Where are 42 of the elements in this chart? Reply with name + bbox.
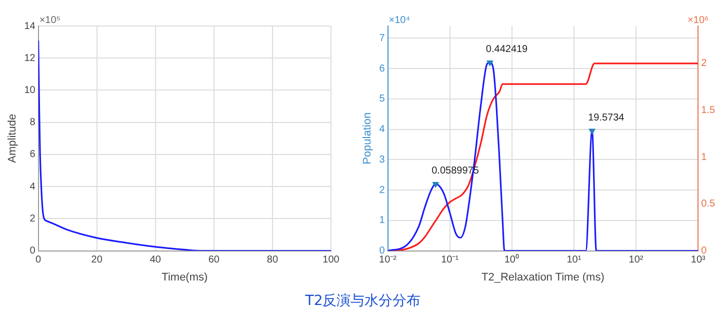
x-tick-label: 10⁰ xyxy=(504,254,520,266)
x-tick-label: 80 xyxy=(266,254,278,266)
y2-tick-label: 1.5 xyxy=(701,105,716,116)
y2-tick-label: 1 xyxy=(701,152,708,163)
x-axis-title: Time(ms) xyxy=(162,271,208,284)
y-tick-label: 6 xyxy=(30,149,36,160)
text: ×10⁶ xyxy=(688,14,709,26)
y-tick-label: 0 xyxy=(30,246,36,257)
x-tick-label: 100 xyxy=(322,254,340,266)
x-tick-label: 10² xyxy=(628,254,644,266)
x-tick-label: 40 xyxy=(150,254,162,266)
y2-tick-label: 2 xyxy=(701,58,708,70)
y-tick-label: 4 xyxy=(379,124,386,136)
annotation: 0.442419 xyxy=(486,44,528,56)
y-tick-label: 10 xyxy=(24,84,36,96)
y-tick-label: 4 xyxy=(30,181,36,192)
y-tick-label: 1 xyxy=(379,215,386,226)
x-tick-label: 10¹ xyxy=(566,254,582,266)
y-tick-label: 3 xyxy=(379,154,386,166)
y-tick-label: 7 xyxy=(379,32,386,44)
y2-tick-label: 0 xyxy=(701,246,708,257)
text: ×10⁵ xyxy=(39,14,60,26)
y-tick-label: 12 xyxy=(24,52,36,64)
y-tick-label: 0 xyxy=(379,246,386,257)
x-tick-label: 10⁻² xyxy=(379,254,398,266)
x-axis-title: T2_Relaxation Time (ms) xyxy=(481,271,604,284)
x-tick-label: 20 xyxy=(91,254,103,266)
x-tick-label: 10⁻¹ xyxy=(441,254,460,266)
text: ×10⁴ xyxy=(388,14,410,26)
y-tick-label: 8 xyxy=(30,117,36,128)
y-tick-label: 2 xyxy=(30,213,36,224)
y-tick-label: 2 xyxy=(379,184,386,196)
y-tick-label: 14 xyxy=(24,20,36,32)
x-tick-label: 60 xyxy=(208,254,220,266)
y-axis-title: Amplitude xyxy=(6,114,19,163)
x-tick-label: 10³ xyxy=(690,254,706,266)
y-tick-label: 6 xyxy=(379,63,386,74)
y-axis-title: Population xyxy=(362,112,374,164)
annotation: 19.5734 xyxy=(588,112,625,124)
y-tick-label: 5 xyxy=(379,94,386,105)
text: T2反演与水分分布 xyxy=(304,292,422,310)
y2-tick-label: 0.5 xyxy=(701,198,716,210)
